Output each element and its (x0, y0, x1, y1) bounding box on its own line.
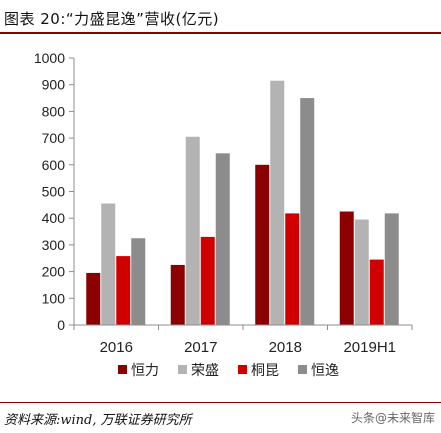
source-divider (0, 402, 441, 403)
source-note: 资料来源:wind, 万联证券研究所 (4, 413, 192, 428)
x-tick-label: 2018 (269, 339, 302, 356)
y-tick-label: 300 (42, 237, 66, 253)
bars-group (86, 80, 399, 325)
y-tick-label: 1000 (34, 50, 65, 66)
legend-label-荣盛: 荣盛 (191, 363, 219, 379)
bar-恒力-2016 (86, 272, 101, 325)
legend-label-恒力: 恒力 (131, 363, 159, 379)
y-tick-label: 100 (42, 290, 66, 306)
bar-恒力-2018 (255, 164, 270, 325)
bar-恒逸-2017 (215, 153, 230, 325)
x-tick-label: 2017 (184, 339, 217, 356)
legend-label-恒逸: 恒逸 (311, 363, 339, 379)
title-divider (0, 32, 441, 34)
bar-桐昆-2016 (116, 256, 131, 325)
legend-swatch-恒逸 (298, 365, 307, 374)
y-tick-label: 600 (42, 157, 66, 173)
y-tick-label: 400 (42, 210, 66, 226)
legend-swatch-荣盛 (178, 365, 187, 374)
watermark: 头条@未来智库 (350, 411, 435, 425)
y-tick-label: 800 (42, 103, 66, 119)
x-axis: 2016 2017 2018 2019H1 (73, 324, 413, 356)
bar-桐昆-2017 (200, 236, 215, 325)
bar-荣盛-2018 (270, 80, 285, 325)
y-tick-label: 500 (42, 184, 66, 200)
bar-恒力-2017 (170, 264, 185, 325)
y-tick-label: 700 (42, 130, 66, 146)
bar-荣盛-2017 (185, 136, 200, 325)
bar-荣盛-2019H1 (354, 219, 369, 325)
bar-荣盛-2016 (101, 203, 116, 325)
legend: 恒力 荣盛 桐昆 恒逸 (118, 363, 339, 379)
y-tick-label: 900 (42, 77, 66, 93)
y-axis: 0 100 200 300 400 500 600 700 800 900 1000 (34, 50, 75, 333)
legend-swatch-恒力 (118, 365, 127, 374)
bar-桐昆-2019H1 (369, 259, 384, 325)
bar-恒逸-2019H1 (384, 213, 399, 325)
chart-title: 图表 20:“力盛昆逸”营收(亿元) (4, 10, 220, 28)
legend-label-桐昆: 桐昆 (251, 363, 279, 379)
x-tick-label: 2016 (100, 339, 133, 356)
y-tick-label: 200 (42, 264, 66, 280)
bar-恒逸-2018 (300, 98, 315, 325)
legend-swatch-桐昆 (238, 365, 247, 374)
bar-恒逸-2016 (131, 238, 146, 325)
bar-恒力-2019H1 (339, 211, 354, 325)
x-tick-label: 2019H1 (343, 339, 396, 356)
y-tick-label: 0 (57, 317, 65, 333)
bar-桐昆-2018 (285, 213, 300, 325)
